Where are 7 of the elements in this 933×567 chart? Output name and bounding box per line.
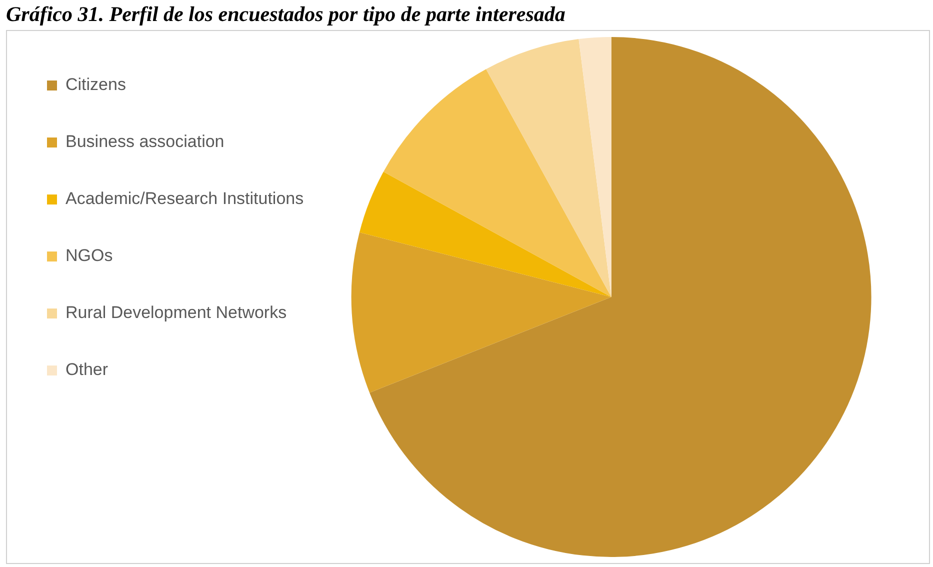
legend-label: Citizens [66, 75, 126, 94]
legend-label: NGOs [66, 246, 113, 266]
legend-label: Business association [66, 132, 224, 152]
legend-label: Other [66, 360, 108, 380]
legend-label: Rural Development Networks [66, 303, 287, 322]
legend-label: Academic/Research Institutions [66, 189, 304, 208]
chart-title: Gráfico 31. Perfil de los encuestados por tipo de parte interesada [5, 1, 566, 28]
